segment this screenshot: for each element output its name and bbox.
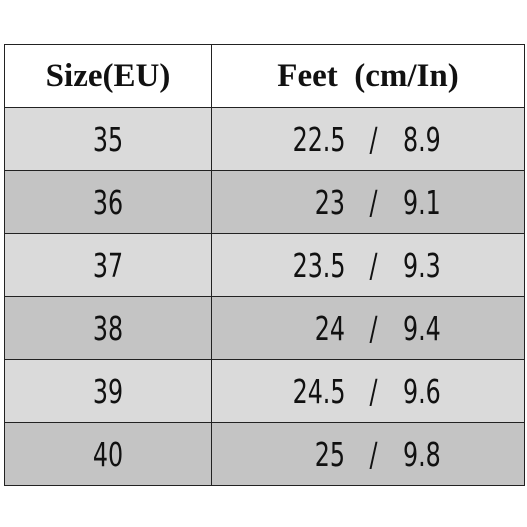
table-row: 40 25 / 9.8 [4, 422, 525, 486]
size-chart-table: Size(EU) Feet (cm/In) 35 22.5 / 8.9 36 23 /… [4, 44, 525, 486]
feet-cell: 24 / 9.4 [211, 296, 525, 360]
feet-inch-value: 9.6 [403, 371, 441, 411]
feet-cell: 24.5 / 9.6 [211, 359, 525, 423]
separator-slash: / [369, 182, 379, 222]
size-value: 39 [92, 371, 124, 411]
feet-cm-value: 23.5 [292, 245, 345, 285]
separator-slash: / [369, 371, 379, 411]
feet-cm-value: 23 [314, 182, 345, 222]
size-value: 40 [92, 434, 124, 474]
feet-cm-value: 25 [314, 434, 345, 474]
feet-cm-value: 24.5 [292, 371, 345, 411]
feet-inch-value: 9.4 [403, 308, 441, 348]
separator-slash: / [369, 434, 379, 474]
size-cell: 37 [4, 233, 212, 297]
size-value: 35 [92, 119, 124, 159]
size-value: 36 [92, 182, 124, 222]
feet-column-header: Feet (cm/In) [211, 44, 525, 108]
feet-cell: 23.5 / 9.3 [211, 233, 525, 297]
table-row: 39 24.5 / 9.6 [4, 359, 525, 423]
feet-cm-value: 24 [314, 308, 345, 348]
separator-slash: / [369, 245, 379, 285]
separator-slash: / [369, 119, 379, 159]
size-cell: 38 [4, 296, 212, 360]
table-header-row: Size(EU) Feet (cm/In) [4, 44, 525, 108]
feet-cm-value: 22.5 [292, 119, 345, 159]
feet-cell: 23 / 9.1 [211, 170, 525, 234]
size-cell: 35 [4, 107, 212, 171]
separator-slash: / [369, 308, 379, 348]
feet-cell: 22.5 / 8.9 [211, 107, 525, 171]
table-row: 35 22.5 / 8.9 [4, 107, 525, 171]
table-body: 35 22.5 / 8.9 36 23 / 9.1 37 23.5 / 9.3 38 24 /… [4, 107, 525, 486]
feet-cell: 25 / 9.8 [211, 422, 525, 486]
size-cell: 40 [4, 422, 212, 486]
size-value: 37 [92, 245, 124, 285]
size-cell: 39 [4, 359, 212, 423]
size-value: 38 [92, 308, 124, 348]
feet-inch-value: 8.9 [403, 119, 441, 159]
size-cell: 36 [4, 170, 212, 234]
table-row: 37 23.5 / 9.3 [4, 233, 525, 297]
feet-inch-value: 9.3 [403, 245, 441, 285]
table-row: 38 24 / 9.4 [4, 296, 525, 360]
table-row: 36 23 / 9.1 [4, 170, 525, 234]
feet-inch-value: 9.1 [403, 182, 441, 222]
size-column-header: Size(EU) [4, 44, 212, 108]
feet-inch-value: 9.8 [403, 434, 441, 474]
